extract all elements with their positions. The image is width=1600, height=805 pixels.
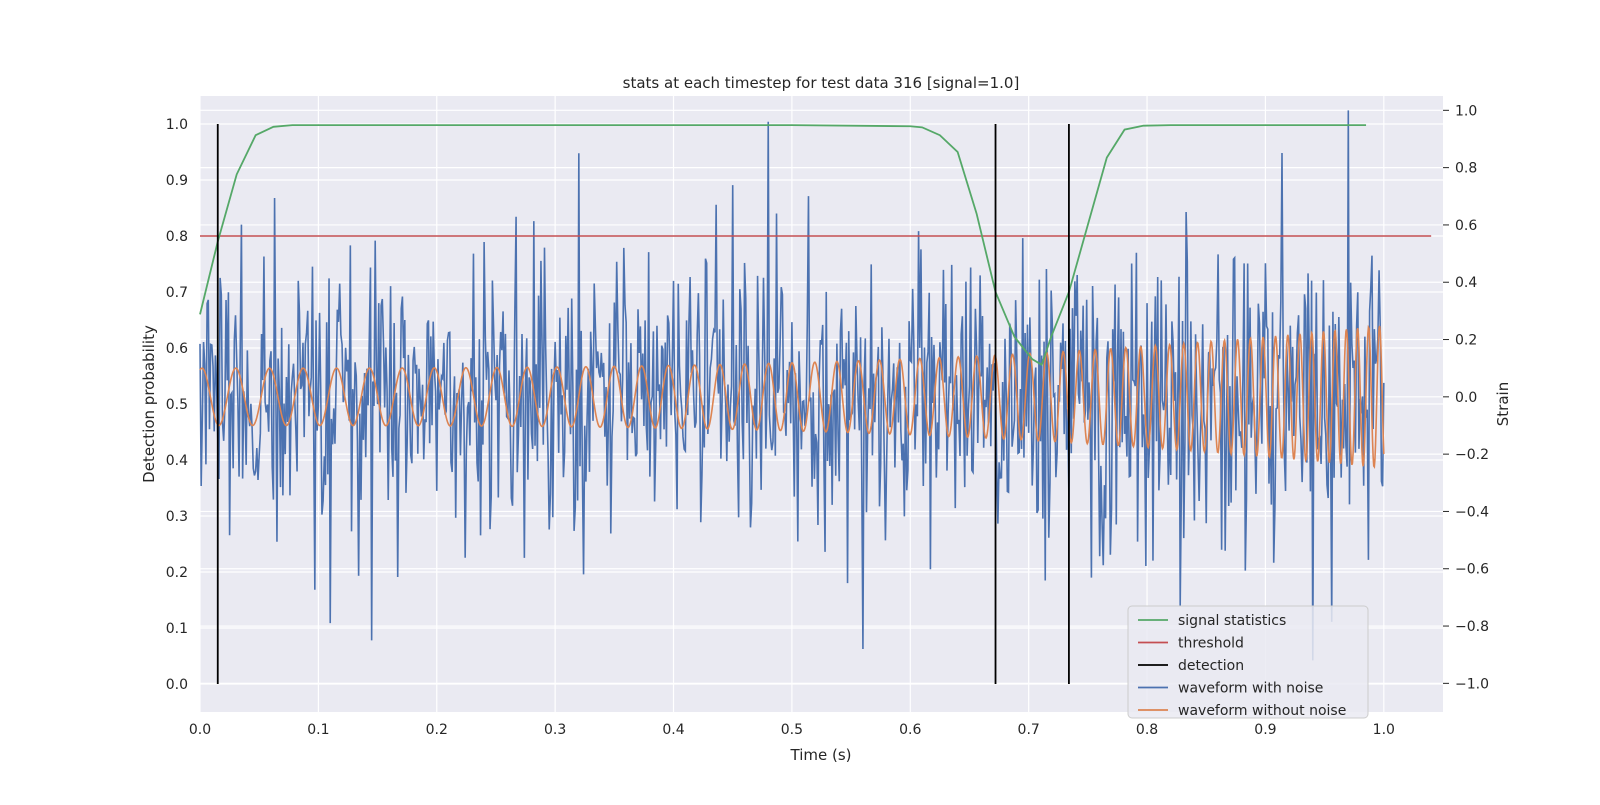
y-tick-label: 0.1 — [166, 621, 188, 637]
chart-title: stats at each timestep for test data 316… — [623, 74, 1020, 92]
y-tick-label: 0.2 — [166, 565, 188, 581]
x-tick-label: 0.9 — [1254, 722, 1276, 738]
x-tick-label: 0.1 — [307, 722, 329, 738]
legend-label: signal statistics — [1178, 613, 1286, 629]
y2-tick-label: −1.0 — [1455, 676, 1489, 692]
y-tick-label: 0.5 — [166, 397, 188, 413]
y-tick-label: 0.0 — [166, 677, 188, 693]
x-tick-label: 0.6 — [899, 722, 921, 738]
x-tick-label: 0.4 — [662, 722, 684, 738]
x-tick-label: 1.0 — [1373, 722, 1395, 738]
y2-tick-label: 0.0 — [1455, 390, 1477, 406]
waveform-with-noise-line — [199, 110, 1385, 661]
y-tick-label: 0.7 — [166, 285, 188, 301]
y2-tick-label: 0.2 — [1455, 333, 1477, 349]
x-axis-label: Time (s) — [790, 746, 852, 764]
legend-label: detection — [1178, 658, 1244, 674]
y2-tick-label: 1.0 — [1455, 103, 1477, 119]
x-tick-label: 0.0 — [189, 722, 211, 738]
y2-tick-label: −0.6 — [1455, 562, 1489, 578]
legend-label: waveform without noise — [1178, 703, 1346, 719]
y2-axis-label: Strain — [1494, 382, 1512, 426]
x-tick-label: 0.8 — [1136, 722, 1158, 738]
legend-label: threshold — [1178, 636, 1244, 652]
y2-tick-label: −0.4 — [1455, 504, 1489, 520]
waveform-without-noise-line — [199, 324, 1385, 469]
x-tick-label: 0.5 — [781, 722, 803, 738]
y2-tick-label: 0.8 — [1455, 161, 1477, 177]
legend-box — [1127, 605, 1369, 719]
legend-label: waveform with noise — [1178, 681, 1323, 697]
y2-tick-label: 0.6 — [1455, 218, 1477, 234]
y-tick-label: 0.4 — [166, 453, 188, 469]
y-axis-label: Detection probability — [140, 325, 158, 483]
x-tick-label: 0.2 — [426, 722, 448, 738]
y-tick-label: 0.3 — [166, 509, 188, 525]
series — [199, 110, 1432, 684]
y2-tick-label: 0.4 — [1455, 275, 1477, 291]
y-tick-label: 0.8 — [166, 229, 188, 245]
y2-tick-label: −0.8 — [1455, 619, 1489, 635]
x-tick-label: 0.3 — [544, 722, 566, 738]
legend: signal statistics threshold detection wavef… — [1127, 605, 1369, 719]
x-tick-label: 0.7 — [1018, 722, 1040, 738]
signal-statistics-line — [199, 124, 1367, 367]
y-tick-label: 1.0 — [166, 117, 188, 133]
axes: 0.0 0.1 0.2 0.3 0.4 0.5 0.6 0.7 0.8 0.9 1.0 0.0 0.1 0… — [166, 103, 1489, 738]
y-tick-label: 0.6 — [166, 341, 188, 357]
y-tick-label: 0.9 — [166, 173, 188, 189]
y2-tick-label: −0.2 — [1455, 447, 1489, 463]
